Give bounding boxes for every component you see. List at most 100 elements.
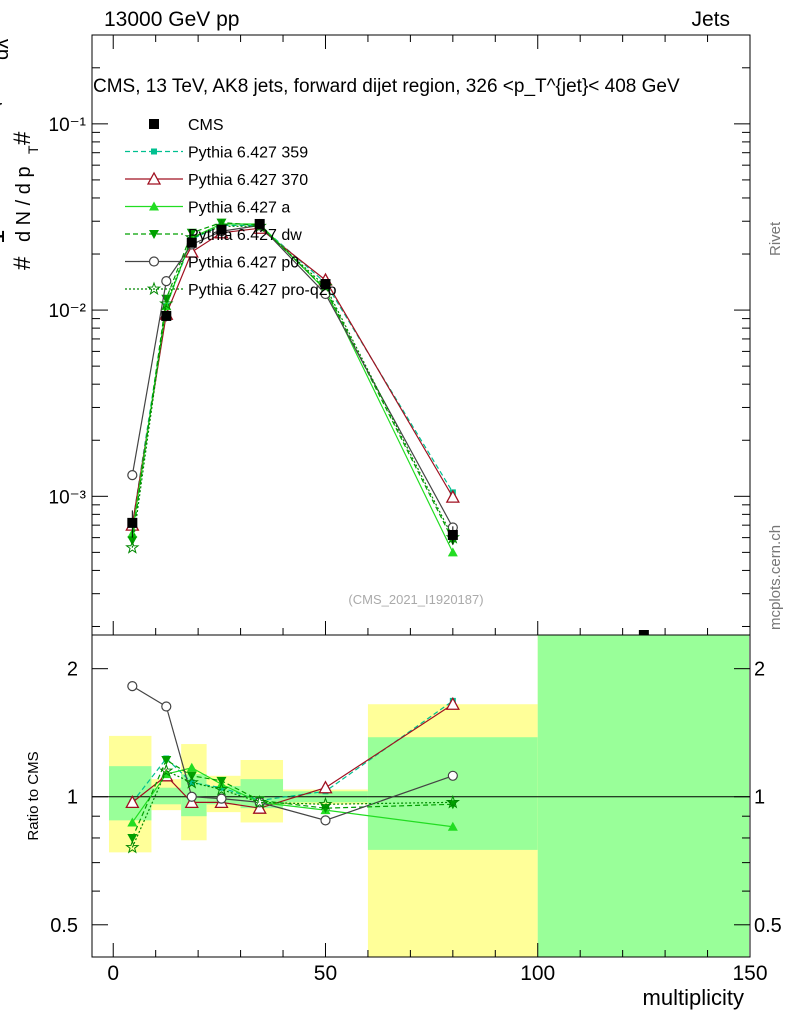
legend-label: Pythia 6.427 a xyxy=(188,200,290,217)
marker xyxy=(184,244,199,258)
marker xyxy=(447,529,458,540)
y-tick-label: 10⁻³ xyxy=(49,487,87,508)
marker xyxy=(161,310,172,321)
ratio-band-green-7 xyxy=(537,635,749,957)
x-tick-label: 100 xyxy=(520,962,555,985)
marker xyxy=(216,224,227,235)
legend-label: Pythia 6.427 p0 xyxy=(188,255,299,272)
marker xyxy=(216,218,227,228)
ratio-series-pythia-6-427-pro-q2o xyxy=(125,763,460,854)
y-axis-label-part: T xyxy=(25,145,41,154)
marker xyxy=(445,696,460,710)
series-line xyxy=(131,225,454,548)
marker xyxy=(252,800,267,814)
marker xyxy=(127,833,138,843)
marker xyxy=(149,201,159,211)
marker xyxy=(320,815,331,826)
legend-item: Pythia 6.427 p0 xyxy=(125,255,299,272)
marker xyxy=(214,781,229,796)
y-axis-label: #1d N / d pT#d pTd2Ndλ xyxy=(0,39,41,270)
marker xyxy=(186,228,197,238)
legend-item: Pythia 6.427 a xyxy=(125,200,290,217)
y-axis-label-part: 1 xyxy=(0,230,10,244)
legend-item: Pythia 6.427 pro-q2o xyxy=(125,281,337,299)
ratio-band-green-1 xyxy=(151,787,182,805)
y-tick-label: 10⁻² xyxy=(49,301,87,322)
chart-title: CMS, 13 TeV, AK8 jets, forward dijet reg… xyxy=(93,76,680,97)
marker xyxy=(127,517,138,528)
y-axis-label-part: dλ xyxy=(0,39,13,60)
marker xyxy=(149,119,159,129)
marker xyxy=(318,796,333,811)
legend-item: Pythia 6.427 dw xyxy=(125,227,302,244)
ratio-series-pythia-6-427-p0 xyxy=(127,681,458,826)
header-process: 13000 GeV pp xyxy=(104,8,240,31)
ratio-y-axis-label: Ratio to CMS xyxy=(25,751,42,840)
marker xyxy=(216,776,227,786)
marker xyxy=(151,148,157,155)
marker xyxy=(125,839,140,854)
marker xyxy=(447,547,458,557)
marker xyxy=(127,469,138,481)
marker xyxy=(184,774,199,789)
marker xyxy=(146,171,162,185)
marker xyxy=(186,791,197,802)
legend-label: Pythia 6.427 dw xyxy=(188,227,302,244)
series-line xyxy=(131,223,454,553)
watermark: (CMS_2021_I1920187) xyxy=(348,592,483,607)
marker xyxy=(216,793,227,804)
legend-label: Pythia 6.427 pro-q2o xyxy=(188,282,337,299)
y-axis-label-part: d p xyxy=(0,94,1,125)
ratio-y-tick-label: 2 xyxy=(67,659,78,681)
marker xyxy=(161,276,172,287)
legend-label: Pythia 6.427 359 xyxy=(188,145,308,162)
legend-item: Pythia 6.427 370 xyxy=(125,171,308,189)
ratio-y-tick-label-right: 1 xyxy=(754,787,765,809)
marker xyxy=(159,296,174,310)
ratio-y-tick-label: 1 xyxy=(67,787,78,809)
ratio-y-tick-label: 0.5 xyxy=(50,915,78,937)
marker xyxy=(148,256,160,267)
marker xyxy=(252,794,267,809)
marker xyxy=(320,279,331,290)
x-tick-label: 0 xyxy=(107,962,119,985)
header-category: Jets xyxy=(691,8,730,31)
legend: CMS Pythia 6.427 359 Pythia 6.427 370 Pythi… xyxy=(125,117,337,299)
marker xyxy=(127,681,138,692)
y-axis-label-part: # xyxy=(9,256,36,270)
y-axis-label-part: T xyxy=(0,99,5,108)
marker xyxy=(186,762,197,772)
marker xyxy=(149,230,159,239)
marker xyxy=(146,281,162,296)
series-line xyxy=(131,227,454,526)
legend-item: Pythia 6.427 359 xyxy=(125,145,308,162)
legend-label: Pythia 6.427 370 xyxy=(188,172,308,189)
marker xyxy=(127,817,138,827)
x-tick-label: 150 xyxy=(732,962,767,985)
y-axis-label-part: d N / d p xyxy=(13,166,35,242)
marker xyxy=(318,780,333,794)
y-axis-label-part: # xyxy=(9,131,36,145)
series-cms xyxy=(127,218,458,545)
y-tick-label: 10⁻¹ xyxy=(49,115,87,136)
marker xyxy=(447,821,458,831)
x-axis-label: multiplicity xyxy=(642,985,744,1010)
marker xyxy=(186,237,197,248)
ratio-band-green-0 xyxy=(108,766,152,821)
x-tick-label: 50 xyxy=(314,962,337,985)
marker xyxy=(125,795,140,809)
marker xyxy=(447,770,458,781)
ratio-frame xyxy=(91,634,751,958)
marker xyxy=(445,794,460,809)
ratio-y-tick-label-right: 2 xyxy=(754,659,765,681)
ratio-line xyxy=(131,770,453,848)
marker xyxy=(188,779,195,786)
marker xyxy=(159,763,174,778)
marker xyxy=(445,489,460,503)
legend-label: CMS xyxy=(188,117,224,134)
ratio-y-tick-label-right: 0.5 xyxy=(754,915,782,937)
marker xyxy=(125,540,140,554)
marker xyxy=(161,701,172,712)
marker xyxy=(184,795,199,809)
